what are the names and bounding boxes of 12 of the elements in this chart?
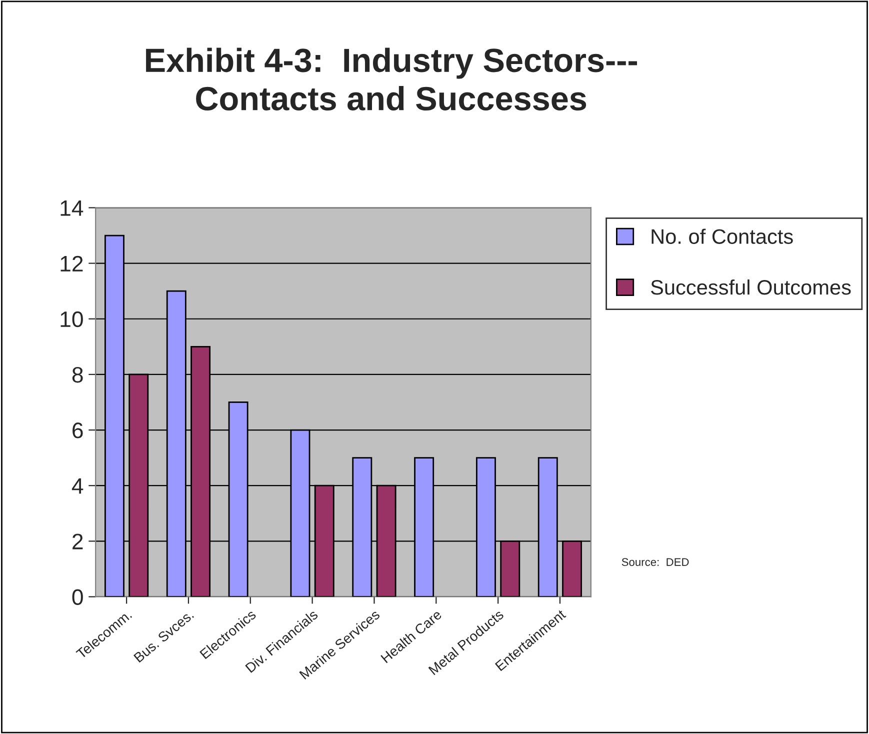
source-note: Source: DED [622, 558, 689, 566]
y-tick-label: 8 [72, 366, 83, 383]
legend-label: Successful Outcomes [650, 279, 851, 295]
y-tick-label: 12 [60, 256, 83, 272]
chart-title: Exhibit 4-3: Industry Sectors--- Contacts and Successes [146, 48, 637, 111]
y-tick-label: 10 [60, 311, 83, 328]
y-tick-label: 0 [72, 589, 83, 606]
legend-label: No. of Contacts [652, 228, 793, 244]
y-tick-label: 6 [72, 422, 83, 438]
y-tick-label: 4 [72, 478, 84, 494]
y-tick-label: 2 [72, 534, 83, 550]
y-tick-label: 14 [60, 200, 84, 216]
